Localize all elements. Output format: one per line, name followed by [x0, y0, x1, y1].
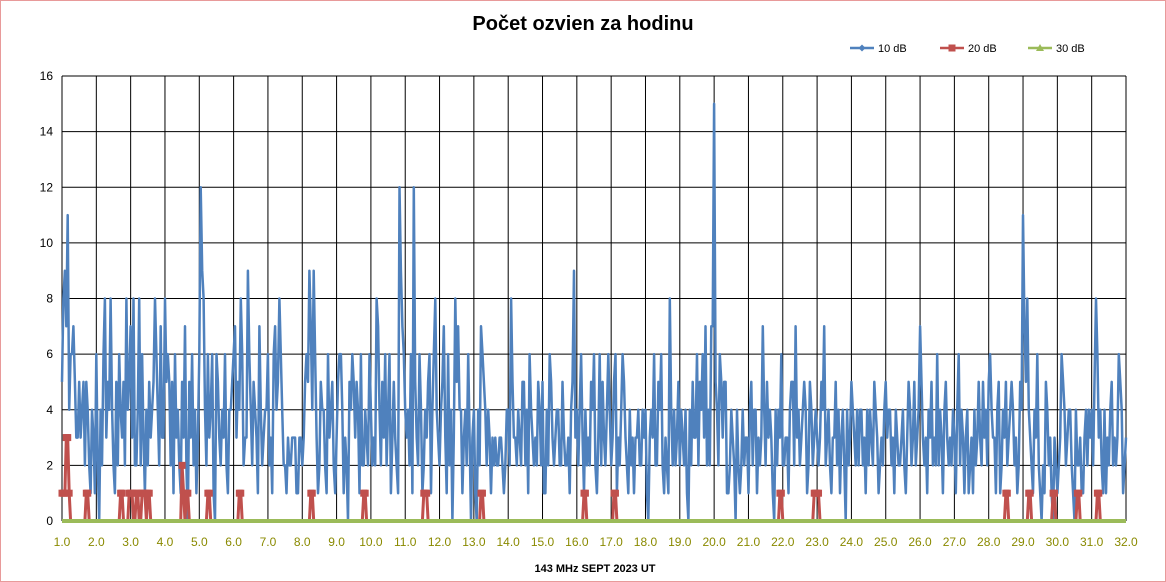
x-tick-label: 9.0	[328, 535, 345, 549]
legend-item: 10 dB	[850, 43, 907, 55]
data-point	[1095, 489, 1103, 497]
x-tick-label: 25.0	[874, 535, 898, 549]
legend-label: 20 dB	[968, 43, 997, 55]
data-point	[118, 489, 126, 497]
x-tick-label: 16.0	[565, 535, 589, 549]
data-point	[1036, 44, 1044, 51]
y-tick-label: 8	[46, 292, 53, 306]
y-tick-label: 16	[40, 69, 54, 83]
data-point	[858, 44, 866, 52]
x-tick-label: 7.0	[260, 535, 277, 549]
x-tick-label: 1.0	[54, 535, 71, 549]
data-point	[64, 434, 72, 442]
legend: 10 dB 20 dB 30 dB	[850, 43, 1085, 55]
x-tick-label: 32.0	[1114, 535, 1138, 549]
x-tick-label: 13.0	[462, 535, 486, 549]
x-tick-label: 8.0	[294, 535, 311, 549]
data-point	[581, 489, 589, 497]
x-tick-label: 26.0	[908, 535, 932, 549]
x-tick-labels: 1.0 2.0 3.0 4.0 5.0 6.0 7.0 8.0 9.0 10.0 11.0 12.0 1…	[54, 535, 1138, 549]
x-tick-label: 4.0	[157, 535, 174, 549]
data-point	[134, 489, 142, 497]
series-10-db	[60, 102, 1128, 523]
x-tick-label: 27.0	[943, 535, 967, 549]
x-tick-label: 12.0	[428, 535, 452, 549]
legend-label: 30 dB	[1056, 43, 1085, 55]
data-point	[84, 489, 92, 497]
data-point	[128, 489, 136, 497]
x-tick-label: 6.0	[225, 535, 242, 549]
y-tick-label: 2	[46, 458, 53, 472]
data-point	[61, 489, 69, 497]
x-tick-label: 5.0	[191, 535, 208, 549]
x-tick-label: 24.0	[840, 535, 864, 549]
y-tick-label: 14	[40, 125, 54, 139]
chart-title: Počet ozvien za hodinu	[472, 13, 694, 35]
data-point	[815, 489, 823, 497]
data-point	[237, 489, 245, 497]
data-point	[478, 489, 486, 497]
legend-item: 30 dB	[1028, 43, 1085, 55]
x-tick-label: 29.0	[1011, 535, 1035, 549]
data-point	[1026, 489, 1034, 497]
data-point	[145, 489, 153, 497]
y-tick-label: 10	[40, 236, 54, 250]
y-tick-label: 4	[46, 403, 53, 417]
x-tick-label: 15.0	[531, 535, 555, 549]
x-tick-label: 10.0	[359, 535, 383, 549]
x-tick-label: 2.0	[88, 535, 105, 549]
series-layer	[58, 102, 1128, 523]
x-tick-label: 21.0	[737, 535, 761, 549]
x-tick-label: 31.0	[1080, 535, 1104, 549]
data-point	[361, 489, 369, 497]
x-tick-label: 22.0	[771, 535, 795, 549]
x-tick-label: 30.0	[1046, 535, 1070, 549]
y-tick-labels: 0 2 4 6 8 10 12 14 16	[40, 69, 54, 528]
x-tick-label: 20.0	[702, 535, 726, 549]
data-point	[308, 489, 316, 497]
x-axis-title: 143 MHz SEPT 2023 UT	[534, 563, 655, 575]
legend-label: 10 dB	[878, 43, 907, 55]
data-point	[1075, 489, 1083, 497]
legend-item: 20 dB	[940, 43, 997, 55]
data-point	[611, 489, 619, 497]
data-point	[184, 489, 192, 497]
data-point	[205, 489, 213, 497]
data-point	[948, 44, 956, 52]
y-tick-label: 12	[40, 180, 54, 194]
x-tick-label: 18.0	[634, 535, 658, 549]
x-tick-label: 28.0	[977, 535, 1001, 549]
data-point	[178, 461, 186, 469]
x-tick-label: 19.0	[668, 535, 692, 549]
data-point	[777, 489, 785, 497]
data-point	[1050, 489, 1058, 497]
series-line	[60, 102, 1128, 523]
y-tick-label: 0	[46, 514, 53, 528]
x-tick-label: 3.0	[122, 535, 139, 549]
data-point	[423, 489, 431, 497]
x-tick-label: 17.0	[599, 535, 623, 549]
x-tick-label: 23.0	[805, 535, 829, 549]
x-tick-label: 14.0	[497, 535, 521, 549]
x-tick-label: 11.0	[394, 535, 417, 549]
y-tick-label: 6	[46, 347, 53, 361]
data-point	[1003, 489, 1011, 497]
data-point	[65, 489, 73, 497]
